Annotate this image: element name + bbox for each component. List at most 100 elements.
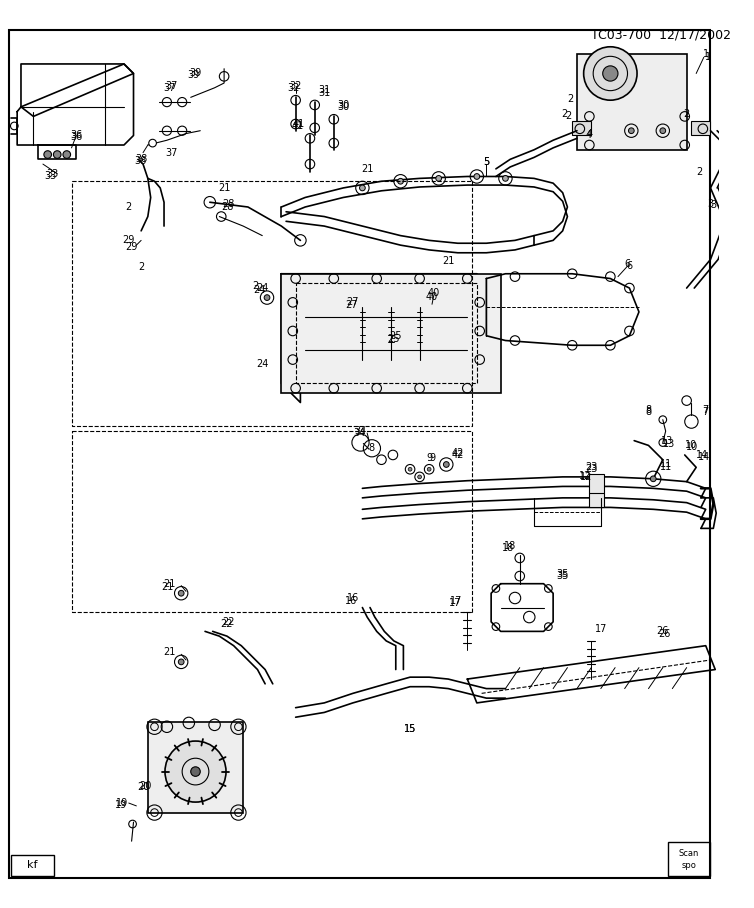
Text: 1: 1 [703,49,709,59]
Circle shape [397,178,403,184]
Text: 35: 35 [556,569,569,579]
Circle shape [179,590,184,596]
Circle shape [503,175,508,182]
Circle shape [44,151,51,158]
Text: 13: 13 [664,439,676,449]
Text: 16: 16 [345,596,357,606]
Text: 23: 23 [585,464,597,474]
Text: 25: 25 [388,333,400,343]
Text: 33: 33 [44,171,57,181]
Text: 40: 40 [426,291,438,301]
Text: 28: 28 [222,199,235,209]
Text: 10: 10 [685,440,697,450]
Text: 5: 5 [483,157,489,167]
Text: 32: 32 [287,83,300,93]
Text: 34: 34 [354,428,366,438]
Text: 2: 2 [253,281,259,291]
Text: 26: 26 [658,629,671,639]
Text: 37: 37 [164,83,176,93]
Text: 14: 14 [696,450,708,460]
Text: 20: 20 [139,781,151,791]
Text: 30: 30 [337,102,349,112]
Text: 9: 9 [426,453,432,463]
Text: 13: 13 [661,436,673,446]
Text: Scan: Scan [679,849,699,858]
Text: 17: 17 [449,597,461,607]
Text: 39: 39 [189,68,201,78]
Circle shape [443,461,449,468]
Text: 2: 2 [684,110,690,120]
Text: 6: 6 [624,259,630,269]
Text: 36: 36 [70,131,82,141]
Text: 24: 24 [256,360,268,370]
Text: 41: 41 [293,119,305,129]
Circle shape [165,741,226,802]
Text: 22: 22 [221,618,233,628]
Text: 21: 21 [164,647,176,657]
Text: 28: 28 [221,202,233,212]
Text: 21: 21 [164,578,176,588]
Circle shape [660,128,666,133]
Text: 31: 31 [318,87,330,97]
Text: 32: 32 [290,81,302,91]
Bar [691,121,710,135]
Text: 24: 24 [256,283,268,293]
Text: 5: 5 [483,157,489,167]
Text: 2: 2 [138,262,144,272]
Text: 31: 31 [318,84,330,94]
Text: 11: 11 [660,459,672,469]
Text: 26: 26 [657,627,669,637]
Circle shape [54,151,61,158]
Text: 42: 42 [452,448,464,458]
Bar [281,273,501,393]
Text: 6: 6 [627,262,633,271]
Bar [572,121,591,135]
Text: 7: 7 [703,407,709,417]
Text: 40: 40 [428,288,440,298]
Text: 2: 2 [126,202,132,212]
Text: 19: 19 [115,800,127,810]
Text: 2: 2 [562,110,568,120]
Text: 12: 12 [581,472,593,482]
Circle shape [408,468,412,471]
Text: 41: 41 [291,121,304,131]
Text: 37: 37 [165,81,178,91]
Text: 25: 25 [390,331,402,340]
Text: 18: 18 [504,540,516,550]
Circle shape [602,66,618,81]
Text: 3: 3 [710,200,716,210]
Text: 7: 7 [703,405,709,415]
Circle shape [584,47,637,100]
Bar [11,854,54,875]
Text: 10: 10 [686,442,698,452]
Text: spo: spo [681,862,696,871]
Text: 22: 22 [222,617,235,627]
Text: 15: 15 [404,724,416,734]
Circle shape [149,139,156,147]
Circle shape [360,185,365,191]
Circle shape [418,475,421,479]
Text: 8: 8 [645,407,651,417]
Text: 18: 18 [502,543,514,553]
Text: 19: 19 [116,798,128,808]
Text: 27: 27 [347,297,359,308]
Text: 2: 2 [567,94,574,104]
Text: 38: 38 [135,154,147,164]
Text: 1: 1 [704,53,711,63]
Text: 12: 12 [579,471,592,481]
Text: 35: 35 [556,571,569,581]
Text: 37: 37 [165,148,178,158]
Text: TC03-700  12/17/2002: TC03-700 12/17/2002 [591,29,731,42]
Text: 9: 9 [429,453,435,463]
Text: 33: 33 [46,169,59,179]
Text: 30: 30 [337,100,349,110]
Text: 2: 2 [566,112,572,122]
Bar [667,842,710,875]
Text: 3: 3 [707,199,713,209]
Text: 27: 27 [345,301,358,311]
Text: 29: 29 [125,242,138,252]
Text: 8: 8 [645,405,651,415]
Circle shape [63,151,71,158]
Text: 39: 39 [188,71,200,81]
Text: 42: 42 [452,450,464,460]
